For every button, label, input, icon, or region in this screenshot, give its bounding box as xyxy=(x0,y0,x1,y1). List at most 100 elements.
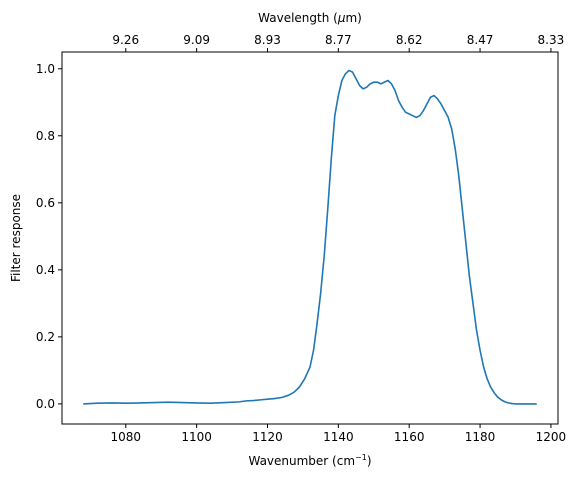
data-point xyxy=(210,403,211,404)
data-point xyxy=(299,387,300,388)
data-point xyxy=(267,399,268,400)
top-x-axis-label-mu: μ xyxy=(337,11,346,25)
x-tick-label: 1200 xyxy=(536,430,567,444)
data-point xyxy=(391,83,392,84)
top-x-axis-label: Wavelength (μm) xyxy=(258,11,362,25)
y-tick-label: 0.2 xyxy=(36,330,55,344)
plot-frame xyxy=(61,51,559,425)
data-point xyxy=(384,82,385,83)
y-tick-label: 0.0 xyxy=(36,397,55,411)
data-point xyxy=(111,402,112,403)
data-point xyxy=(348,70,349,71)
data-point xyxy=(313,350,314,351)
data-point xyxy=(327,209,328,210)
data-point xyxy=(515,403,516,404)
data-point xyxy=(377,82,378,83)
data-point xyxy=(469,276,470,277)
data-point xyxy=(288,395,289,396)
data-point xyxy=(274,398,275,399)
data-point xyxy=(387,80,388,81)
data-point xyxy=(331,159,332,160)
top-x-tick-label: 8.77 xyxy=(325,33,352,47)
data-point xyxy=(458,176,459,177)
data-point xyxy=(239,401,240,402)
top-x-tick-label: 8.33 xyxy=(538,33,565,47)
bottom-x-axis: 1080 1100 1120 1140 1160 1180 1200 xyxy=(110,424,566,444)
data-point xyxy=(317,323,318,324)
data-point xyxy=(519,403,520,404)
data-point xyxy=(363,88,364,89)
data-point xyxy=(430,97,431,98)
data-point xyxy=(246,400,247,401)
data-point xyxy=(480,350,481,351)
x-tick-label: 1120 xyxy=(252,430,283,444)
data-point xyxy=(409,114,410,115)
data-point xyxy=(320,293,321,294)
x-axis-label: Wavenumber (cm−1) xyxy=(248,453,371,468)
data-point xyxy=(536,403,537,404)
top-x-tick-label: 8.62 xyxy=(396,33,423,47)
data-point xyxy=(508,402,509,403)
data-point xyxy=(437,98,438,99)
data-point xyxy=(196,402,197,403)
data-point xyxy=(504,401,505,402)
data-point xyxy=(487,378,488,379)
data-point xyxy=(341,80,342,81)
data-point xyxy=(260,399,261,400)
data-point xyxy=(511,403,512,404)
y-tick-label: 0.8 xyxy=(36,129,55,143)
data-point xyxy=(338,95,339,96)
y-axis-label: Filter response xyxy=(9,194,23,282)
data-point xyxy=(154,402,155,403)
data-point xyxy=(434,95,435,96)
data-point xyxy=(490,387,491,388)
data-point xyxy=(370,83,371,84)
data-point xyxy=(526,403,527,404)
data-point xyxy=(168,402,169,403)
data-point xyxy=(324,256,325,257)
top-x-tick-label: 8.47 xyxy=(467,33,494,47)
data-point xyxy=(412,115,413,116)
y-tick-label: 1.0 xyxy=(36,62,55,76)
top-x-axis: 9.26 9.09 8.93 8.77 8.62 8.47 8.33 xyxy=(112,33,564,52)
data-point xyxy=(533,403,534,404)
data-point xyxy=(83,403,84,404)
x-axis-label-suffix: ) xyxy=(367,454,372,468)
data-point xyxy=(416,117,417,118)
data-point xyxy=(501,399,502,400)
x-tick-label: 1100 xyxy=(181,430,212,444)
data-point xyxy=(395,90,396,91)
top-x-tick-label: 9.26 xyxy=(112,33,139,47)
data-point xyxy=(359,85,360,86)
data-point xyxy=(529,403,530,404)
data-point xyxy=(224,402,225,403)
data-point xyxy=(294,392,295,393)
top-x-tick-label: 9.09 xyxy=(183,33,210,47)
y-axis: 0.0 0.2 0.4 0.6 0.8 1.0 xyxy=(36,62,62,411)
data-point xyxy=(451,129,452,130)
data-point xyxy=(380,83,381,84)
data-point xyxy=(419,115,420,116)
data-point xyxy=(352,72,353,73)
data-point xyxy=(398,100,399,101)
data-point xyxy=(465,243,466,244)
data-point xyxy=(405,112,406,113)
data-point xyxy=(366,87,367,88)
top-x-axis-label-suffix: m) xyxy=(345,11,361,25)
data-point xyxy=(182,402,183,403)
x-tick-label: 1140 xyxy=(323,430,354,444)
data-point xyxy=(448,117,449,118)
data-point xyxy=(444,110,445,111)
x-tick-label: 1160 xyxy=(394,430,425,444)
data-point xyxy=(441,103,442,104)
data-point xyxy=(462,209,463,210)
series-line xyxy=(83,69,537,405)
data-point xyxy=(334,115,335,116)
data-point xyxy=(253,400,254,401)
data-point xyxy=(310,367,311,368)
data-point xyxy=(356,78,357,79)
data-point xyxy=(423,110,424,111)
data-point xyxy=(345,73,346,74)
data-point xyxy=(522,403,523,404)
